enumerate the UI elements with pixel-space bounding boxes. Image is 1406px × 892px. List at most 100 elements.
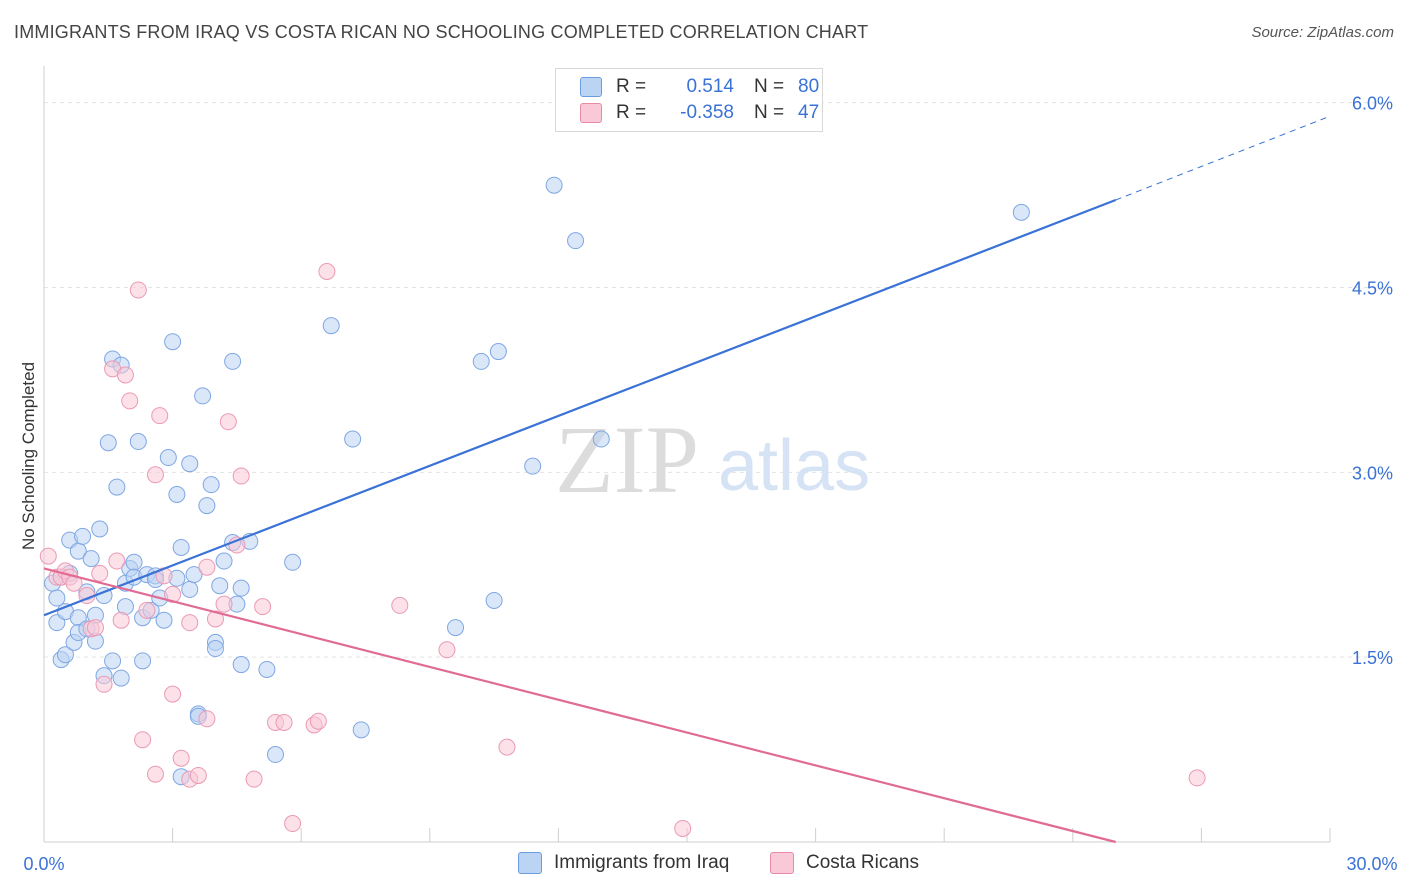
y-tick-label: 3.0% <box>1352 463 1393 483</box>
costa-rican-point <box>91 564 109 582</box>
watermark-zip: ZIP <box>555 406 699 513</box>
iraq-point <box>104 652 122 670</box>
costa-rican-point <box>108 552 126 570</box>
y-axis-label: No Schooling Completed <box>19 362 38 550</box>
legend-row-costa: R = -0.358 N = 47 <box>580 100 819 126</box>
iraq-point <box>545 176 563 194</box>
iraq-point <box>99 434 117 452</box>
costa-rican-point <box>245 770 263 788</box>
costa-rican-point <box>138 601 156 619</box>
costa-rican-point <box>39 547 57 565</box>
costa-rican-point <box>112 611 130 629</box>
costa-rican-point <box>198 710 216 728</box>
iraq-point <box>211 577 229 595</box>
costa-rican-point <box>318 262 336 280</box>
costa-rican-point <box>309 712 327 730</box>
costa-rican-point <box>95 675 113 693</box>
costa-rican-point <box>129 281 147 299</box>
iraq-point <box>129 433 147 451</box>
legend-swatch-costa <box>580 103 602 123</box>
costa-rican-trend-line <box>43 567 1116 844</box>
costa-rican-point <box>172 749 190 767</box>
iraq-point <box>1012 203 1030 221</box>
iraq-point <box>322 317 340 335</box>
iraq-point <box>524 457 542 475</box>
iraq-point <box>112 669 130 687</box>
iraq-point <box>194 387 212 405</box>
iraq-point <box>567 232 585 250</box>
legend-r-value: -0.358 <box>680 102 734 123</box>
x-tick-label: 0.0% <box>23 854 64 874</box>
iraq-point <box>108 478 126 496</box>
costa-rican-point <box>232 467 250 485</box>
legend-n-label: N = <box>754 102 785 123</box>
legend-swatch-iraq <box>580 77 602 97</box>
costa-rican-point <box>181 614 199 632</box>
chart-source: Source: ZipAtlas.com <box>1251 24 1394 41</box>
costa-rican-point <box>86 619 104 637</box>
iraq-trend-extension <box>1115 115 1331 201</box>
iraq-point <box>198 497 216 515</box>
iraq-point <box>485 591 503 609</box>
costa-rican-point <box>438 641 456 659</box>
x-tick-label: 30.0% <box>1346 854 1397 874</box>
iraq-point <box>215 552 233 570</box>
iraq-point <box>56 646 74 664</box>
iraq-point <box>168 486 186 504</box>
iraq-point <box>181 580 199 598</box>
legend-r-value: 0.514 <box>686 76 734 97</box>
costa-rican-point <box>219 413 237 431</box>
iraq-point <box>258 660 276 678</box>
costa-rican-point <box>284 815 302 833</box>
costa-rican-point <box>189 766 207 784</box>
iraq-point <box>172 538 190 556</box>
iraq-point <box>202 476 220 494</box>
iraq-point <box>344 430 362 448</box>
iraq-point <box>232 656 250 674</box>
iraq-point <box>134 652 152 670</box>
costa-rican-point <box>198 558 216 576</box>
iraq-point <box>155 611 173 629</box>
costa-rican-point <box>391 596 409 614</box>
y-tick-label: 4.5% <box>1352 278 1393 298</box>
costa-rican-point <box>146 765 164 783</box>
costa-rican-point <box>215 595 233 613</box>
legend-item-costa: Costa Ricans <box>770 852 919 874</box>
iraq-point <box>489 343 507 361</box>
legend-swatch-costa <box>770 852 794 874</box>
iraq-point <box>164 333 182 351</box>
costa-rican-point <box>116 366 134 384</box>
iraq-trend-line <box>43 198 1117 617</box>
iraq-point <box>472 352 490 370</box>
costa-rican-point <box>146 466 164 484</box>
costa-rican-point <box>498 738 516 756</box>
legend-item-iraq: Immigrants from Iraq <box>518 852 729 874</box>
iraq-point <box>185 566 203 584</box>
costa-rican-point <box>121 392 139 410</box>
costa-rican-point <box>206 610 224 628</box>
iraq-point <box>91 520 109 538</box>
iraq-point <box>48 589 66 607</box>
chart-title: IMMIGRANTS FROM IRAQ VS COSTA RICAN NO S… <box>14 22 869 42</box>
y-tick-label: 6.0% <box>1352 94 1393 114</box>
iraq-point <box>266 746 284 764</box>
costa-rican-point <box>674 819 692 837</box>
iraq-point <box>224 352 242 370</box>
iraq-point <box>592 430 610 448</box>
watermark-atlas: atlas <box>718 426 870 506</box>
legend-n-value: 80 <box>798 76 820 97</box>
legend-n-value: 47 <box>798 102 820 123</box>
correlation-legend: R = 0.514 N = 80 R = -0.358 N = 47 <box>555 68 823 132</box>
costa-rican-point <box>275 713 293 731</box>
costa-rican-point <box>134 731 152 749</box>
iraq-point <box>352 721 370 739</box>
iraq-point <box>206 640 224 658</box>
iraq-point <box>159 449 177 467</box>
iraq-point <box>284 553 302 571</box>
legend-swatch-iraq <box>518 852 542 874</box>
legend-r-label: R = <box>616 102 647 123</box>
iraq-point <box>82 550 100 568</box>
iraq-point <box>447 619 465 637</box>
legend-label-iraq: Immigrants from Iraq <box>554 852 730 873</box>
